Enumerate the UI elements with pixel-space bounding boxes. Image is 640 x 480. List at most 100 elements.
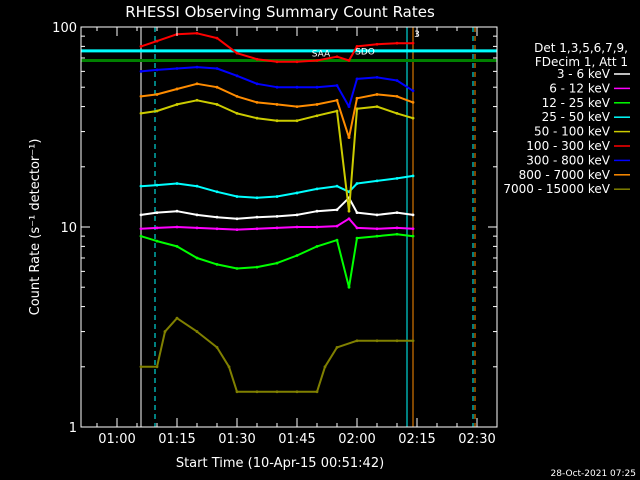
series-point [235,390,239,394]
annotation-label: SAA [312,50,331,60]
series-point [295,390,299,394]
series-point [411,339,415,343]
legend: Det 1,3,5,6,7,9,FDecim 1, Att 13 - 6 keV… [503,41,630,196]
series-point [315,59,319,62]
series-point [227,365,231,369]
legend-entry-label: 25 - 50 keV [542,110,611,124]
series-point [155,226,159,230]
series-point [295,119,299,123]
series-point [235,195,239,198]
series-point [195,82,199,86]
series-point [395,79,399,82]
series-point [255,57,259,61]
y-tick-label: 100 [52,21,77,36]
series-point [195,226,199,230]
series-point [235,267,239,270]
series-point [375,339,379,343]
series-point [139,184,143,188]
x-axis-label: Start Time (10-Apr-15 00:51:42) [176,456,384,471]
series-point [215,346,219,349]
series-point [315,103,319,106]
series-point [411,227,415,231]
series-point [215,36,219,40]
series-point [175,103,179,106]
series-point [395,226,399,230]
series-point [411,234,415,238]
series-line [140,196,414,220]
series-point [215,215,219,219]
series-point [255,215,259,219]
y-tick-label: 1 [69,421,77,436]
horizontal-markers [81,49,497,62]
series-point [347,285,351,289]
series-point [335,84,339,87]
annotation-label: SDO [355,47,375,57]
series-line [140,82,414,139]
legend-entry-label: 6 - 12 keV [549,81,611,95]
series-point [195,256,199,260]
series-point [175,182,179,185]
series-point [411,41,415,45]
series-point [195,184,199,188]
series-point [175,244,179,248]
series-point [139,94,143,98]
series-layer [139,31,415,394]
y-tick-label: 10 [60,221,77,236]
series-point [235,217,239,221]
series-point [255,82,259,86]
series-point [411,116,415,120]
series-point [411,89,415,93]
series-point [275,390,279,394]
series-point [335,184,339,188]
series-point [315,85,319,89]
series-point [375,105,379,108]
series-point [355,226,359,230]
series-point [215,190,219,194]
x-tick-label: 02:30 [458,432,495,447]
series-point [375,75,379,79]
series-point [315,225,319,229]
series-point [195,31,199,35]
series-point [275,195,279,198]
series-point [175,209,179,213]
series-point [395,41,399,45]
series-point [195,65,199,69]
series-point [315,244,319,248]
series-point [275,261,279,265]
legend-entry-label: 50 - 100 keV [534,125,611,139]
series-line [140,32,413,63]
series-point [275,85,279,89]
legend-entry-label: 7000 - 15000 keV [503,182,610,196]
series-point [295,60,299,64]
series-point [295,254,299,257]
series-point [195,330,199,333]
series-point [215,85,219,89]
series-point [235,228,239,232]
series-point [335,346,339,349]
series-point [347,105,351,108]
series-point [315,114,319,118]
x-tick-label: 02:15 [398,432,435,447]
series-point [411,100,415,104]
series-point [395,111,399,115]
series-point [355,339,359,343]
series-point [375,234,379,238]
series-point [235,51,239,55]
series-point [255,196,259,200]
legend-header: Det 1,3,5,6,7,9, [534,41,628,55]
series-point [295,213,299,217]
series-point [335,224,339,228]
series-point [395,339,399,343]
series-line [141,317,413,393]
series-point [255,390,259,394]
series-point [355,77,359,81]
series-point [315,187,319,191]
series-line [140,66,414,108]
series-point [275,103,279,106]
series-point [175,316,179,320]
series-point [139,227,143,231]
series-point [395,94,399,98]
series-point [275,119,279,123]
series-point [315,390,319,394]
